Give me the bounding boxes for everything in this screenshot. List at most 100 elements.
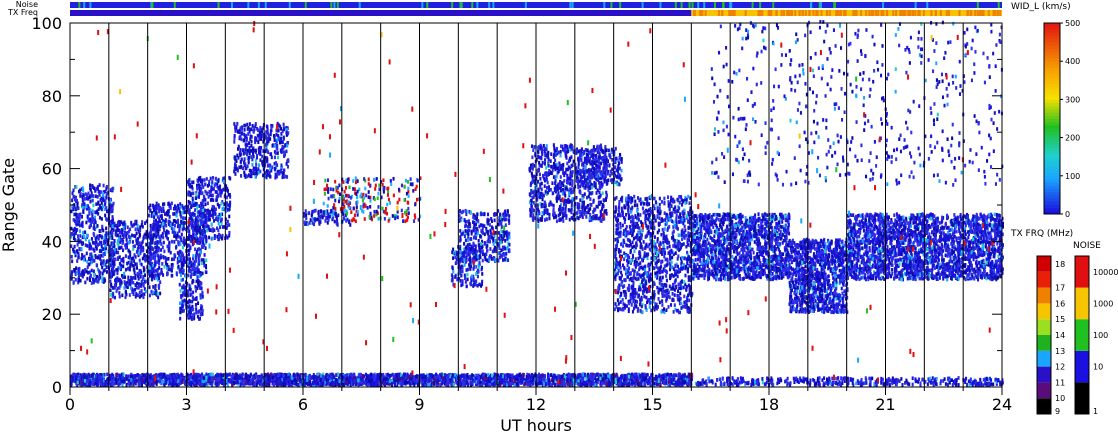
data-cell: [390, 182, 393, 187]
data-cell: [481, 272, 484, 276]
data-cell: [564, 146, 567, 150]
data-cell: [642, 202, 645, 206]
data-cell: [182, 206, 185, 211]
data-cell: [260, 146, 263, 150]
data-cell: [191, 229, 195, 233]
data-cell: [188, 190, 191, 195]
data-cell: [154, 229, 157, 233]
data-cell: [580, 157, 583, 162]
data-cell: [536, 190, 539, 194]
data-cell: [687, 283, 691, 288]
data-cell: [686, 253, 690, 258]
data-cell: [317, 217, 320, 221]
data-cell: [98, 242, 101, 247]
data-cell: [459, 271, 462, 276]
data-cell: [672, 310, 675, 314]
data-cell: [96, 186, 99, 191]
data-cell: [131, 287, 134, 292]
txfreq-status-tick: [882, 10, 885, 16]
data-cell: [565, 186, 568, 191]
data-cell: [200, 214, 203, 219]
data-cell: [454, 255, 457, 260]
data-cell: [619, 157, 622, 162]
data-cell: [155, 207, 158, 212]
data-cell: [102, 247, 105, 251]
data-cell: [348, 220, 351, 225]
data-cell: [472, 250, 475, 255]
data-cell: [667, 203, 670, 207]
data-cell: [243, 123, 246, 128]
data-cell: [148, 250, 151, 255]
data-cell: [466, 277, 469, 282]
data-cell: [168, 222, 171, 227]
data-cell: [505, 258, 508, 262]
data-cell: [217, 221, 220, 226]
data-cell: [113, 295, 116, 300]
data-cell: [137, 293, 140, 298]
data-cell: [555, 219, 558, 224]
data-cell: [285, 133, 288, 137]
data-cell: [157, 248, 160, 253]
data-cell: [211, 204, 214, 209]
data-cell: [267, 173, 270, 177]
data-cell: [129, 250, 132, 255]
data-cell: [238, 165, 241, 170]
data-cell: [611, 178, 614, 182]
data-cell: [627, 194, 630, 198]
data-cell: [201, 217, 204, 221]
data-cell: [84, 280, 87, 285]
data-cell: [181, 265, 184, 269]
data-cell: [548, 203, 551, 207]
data-cell: [156, 260, 159, 264]
data-cell: [190, 274, 193, 278]
data-cell: [459, 237, 462, 242]
data-cell: [70, 254, 73, 259]
data-cell: [228, 214, 231, 219]
data-cell: [616, 236, 619, 241]
data-cell: [506, 245, 509, 250]
data-cell: [96, 224, 99, 228]
data-cell: [178, 253, 181, 257]
data-cell: [493, 218, 496, 223]
data-cell: [569, 145, 572, 149]
data-cell: [589, 212, 592, 217]
data-cell: [209, 189, 212, 193]
data-cell: [224, 217, 227, 222]
data-cell: [167, 212, 170, 217]
data-cell: [507, 241, 510, 246]
data-cell: [572, 213, 575, 217]
data-cell: [392, 193, 395, 198]
data-cell: [610, 178, 613, 183]
data-cell: [632, 299, 635, 304]
data-cell: [460, 283, 463, 288]
data-cell: [536, 168, 539, 173]
data-cell: [281, 147, 284, 152]
data-cell: [246, 156, 249, 160]
data-cell: [545, 147, 548, 152]
data-cell: [201, 191, 204, 195]
data-cell: [78, 223, 81, 228]
data-cell: [550, 164, 553, 169]
data-cell: [137, 285, 140, 290]
data-cell: [161, 261, 164, 266]
data-cell: [187, 190, 190, 195]
txfreq-status-label: TX Freq: [7, 8, 38, 17]
data-cell: [458, 262, 461, 266]
data-cell: [338, 183, 341, 188]
data-cell: [164, 222, 167, 227]
data-cell: [248, 130, 251, 134]
data-cell: [283, 127, 286, 131]
data-cell: [124, 267, 127, 272]
data-cell: [602, 159, 605, 164]
data-cell: [265, 159, 268, 163]
data-cell: [106, 242, 109, 246]
data-cell: [279, 124, 282, 129]
data-cell: [492, 242, 495, 246]
data-cell: [558, 194, 561, 199]
data-cell: [84, 243, 87, 247]
data-cell: [176, 260, 179, 265]
data-cell: [451, 279, 454, 283]
data-cell: [173, 223, 176, 228]
data-cell: [81, 271, 84, 275]
data-cell: [489, 228, 492, 233]
